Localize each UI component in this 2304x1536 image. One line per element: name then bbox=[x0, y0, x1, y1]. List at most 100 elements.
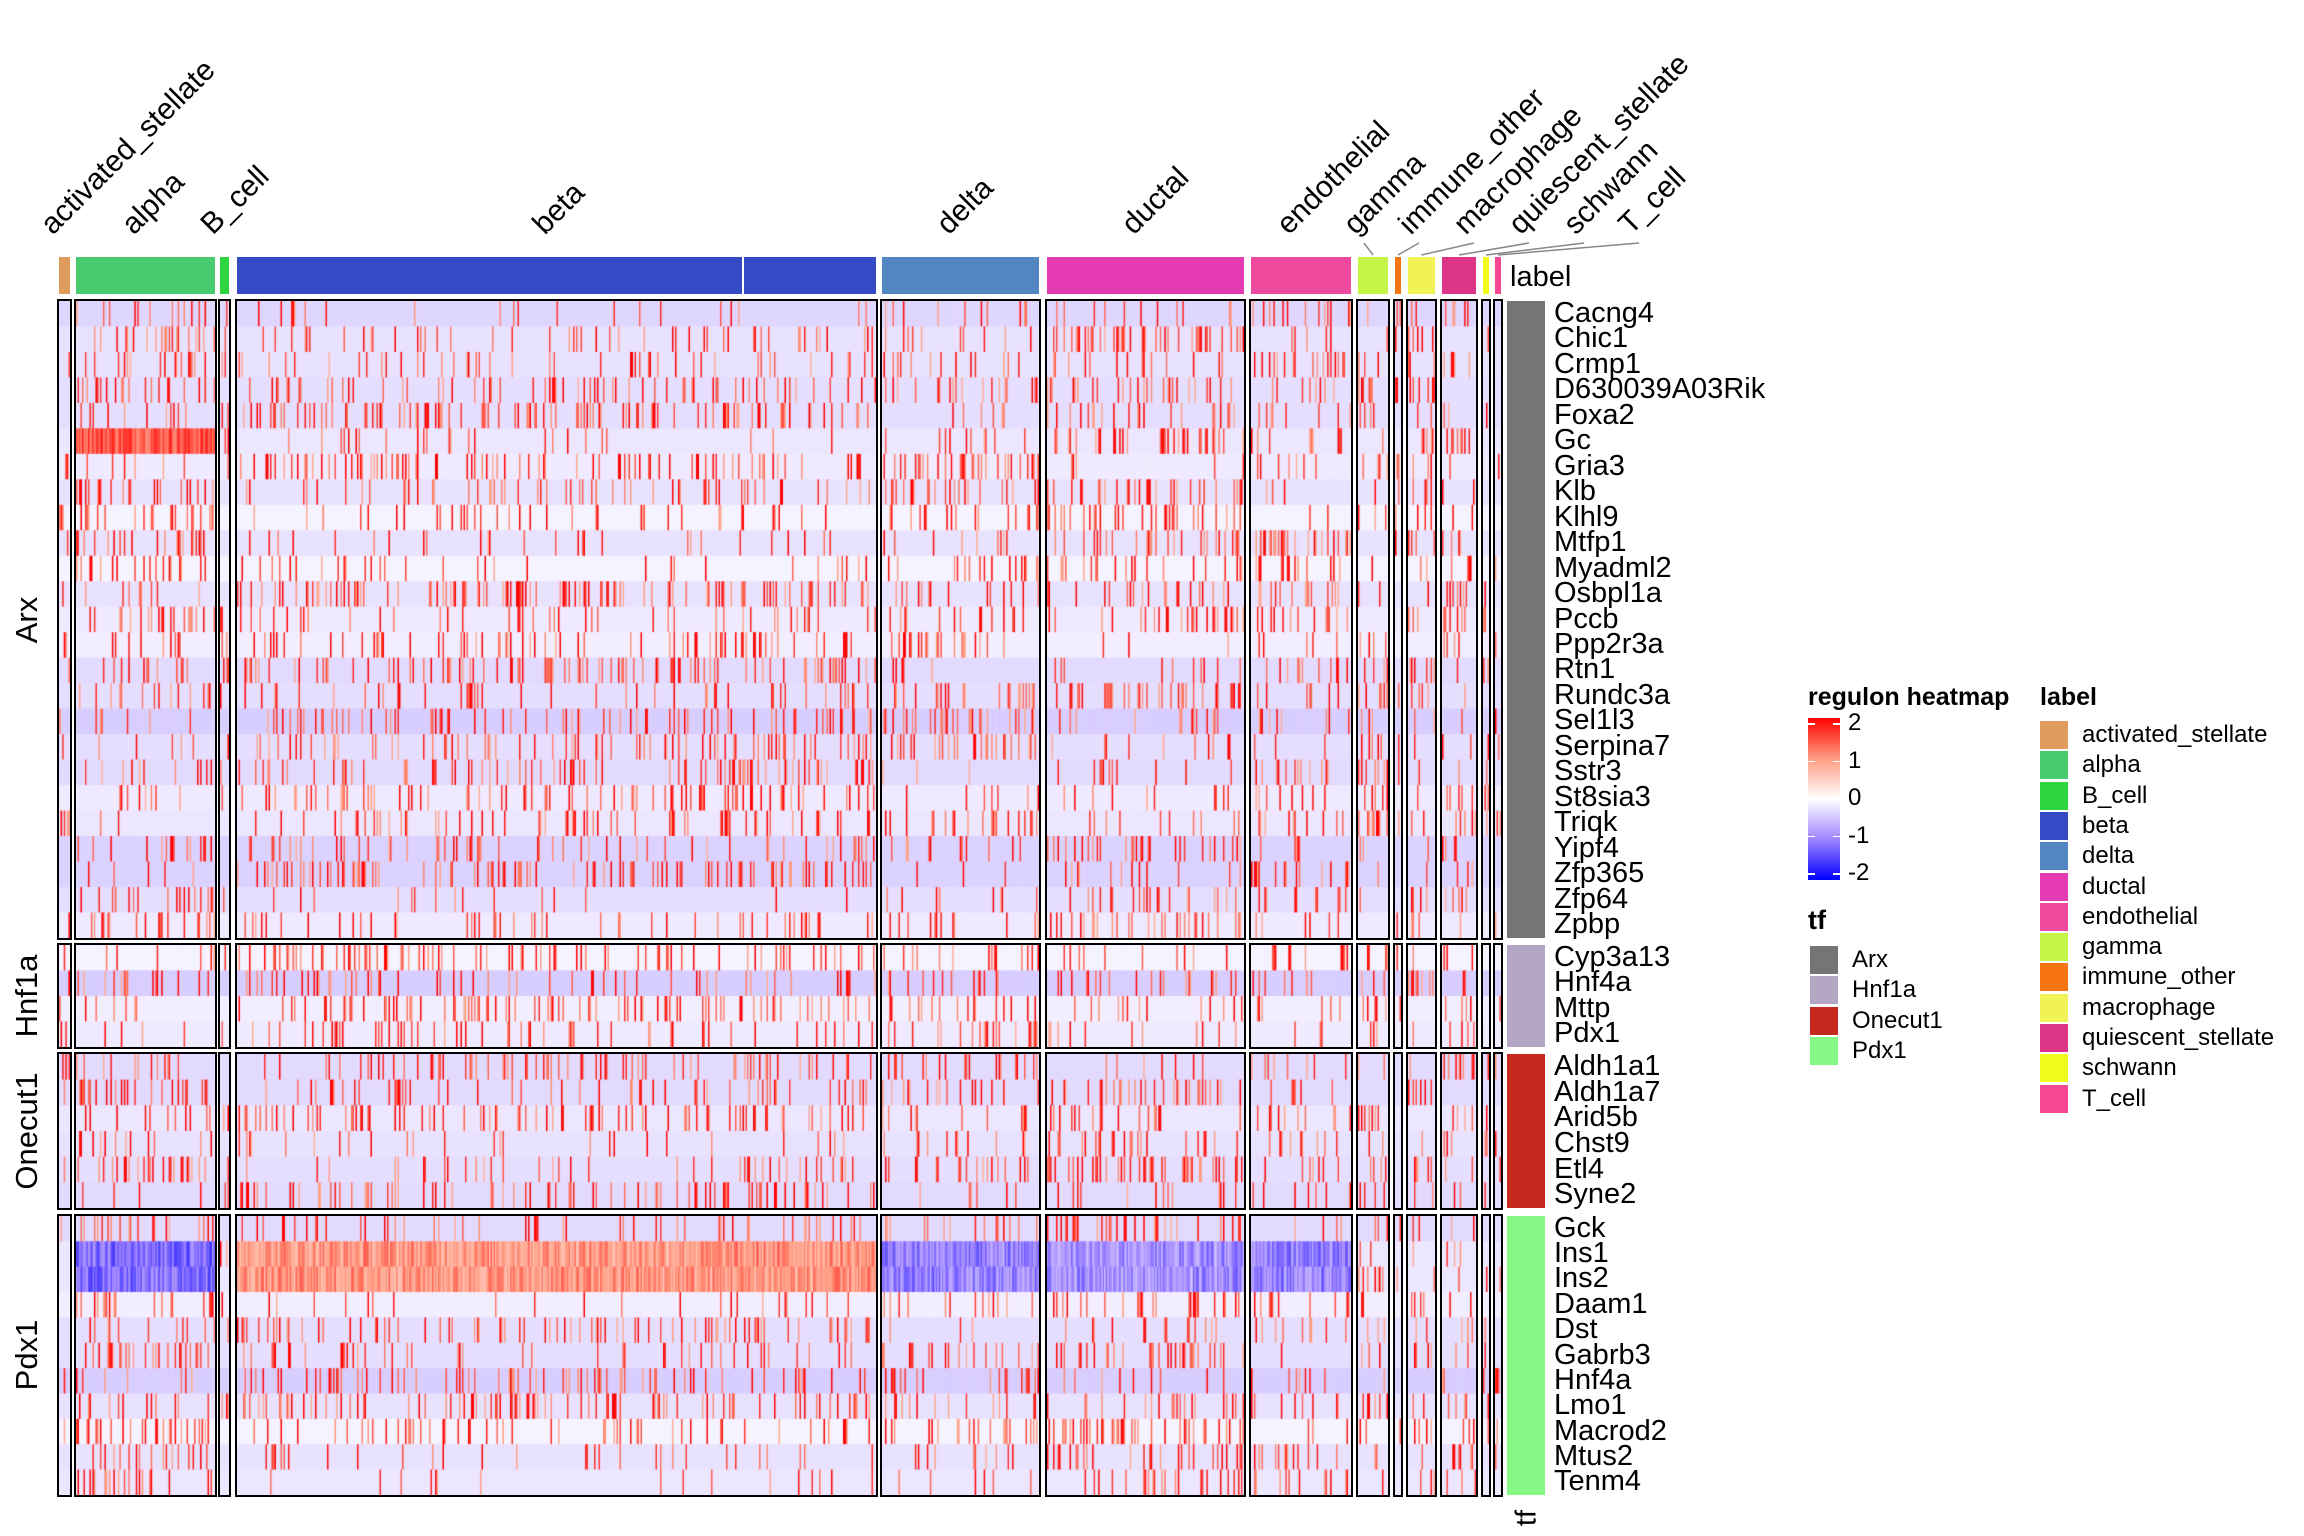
heatmap-block-Pdx1-activated_stellate bbox=[57, 1214, 72, 1497]
legend-swatch bbox=[2040, 993, 2068, 1022]
row-label: Gck bbox=[1554, 1211, 1606, 1244]
label-legend-item: alpha bbox=[2040, 751, 2141, 780]
row-label: Daam1 bbox=[1554, 1287, 1648, 1320]
row-label: Aldh1a1 bbox=[1554, 1049, 1661, 1082]
heatmap-cells bbox=[1408, 1054, 1435, 1208]
heatmap-cells bbox=[76, 1054, 215, 1208]
label-legend-item: activated_stellate bbox=[2040, 721, 2267, 749]
heatmap-cells bbox=[1495, 945, 1501, 1047]
label-legend-item: ductal bbox=[2040, 872, 2147, 901]
color-legend-tick-label: 2 bbox=[1848, 709, 1862, 736]
legend-label: schwann bbox=[2082, 1054, 2177, 1082]
legend-label: ductal bbox=[2082, 872, 2147, 900]
heatmap-cells bbox=[1483, 301, 1489, 938]
row-label: Sstr3 bbox=[1554, 755, 1622, 788]
heatmap-block-Hnf1a-T_cell bbox=[1493, 943, 1503, 1049]
column-annotation-quiescent_stellate bbox=[1442, 257, 1476, 294]
heatmap-block-Hnf1a-B_cell bbox=[218, 943, 231, 1049]
row-label: Crmp1 bbox=[1554, 347, 1642, 380]
color-legend-tick-label: 0 bbox=[1848, 784, 1862, 811]
column-annotation-schwann bbox=[1483, 257, 1489, 294]
column-annotation-macrophage bbox=[1408, 257, 1435, 294]
row-label: Chic1 bbox=[1554, 322, 1629, 355]
heatmap-cells bbox=[882, 1054, 1039, 1208]
heatmap-block-Onecut1-immune_other bbox=[1393, 1052, 1403, 1210]
heatmap-cells bbox=[1483, 1054, 1489, 1208]
row-annotation-title: tf bbox=[1510, 1509, 1543, 1527]
heatmap-cells bbox=[1495, 1216, 1501, 1495]
heatmap-cells bbox=[220, 1054, 229, 1208]
heatmap-block-Hnf1a-ductal bbox=[1045, 943, 1246, 1049]
heatmap-block-Arx-delta bbox=[880, 299, 1041, 940]
tf-legend-title: tf bbox=[1808, 905, 1826, 935]
row-label: Klhl9 bbox=[1554, 500, 1619, 533]
label-legend-item: schwann bbox=[2040, 1054, 2177, 1083]
heatmap-cells bbox=[1047, 301, 1244, 938]
heatmap-block-Onecut1-activated_stellate bbox=[57, 1052, 72, 1210]
heatmap-cells bbox=[1358, 1054, 1388, 1208]
heatmap-block-Hnf1a-schwann bbox=[1481, 943, 1491, 1049]
column-annotation-ductal bbox=[1047, 257, 1244, 294]
row-label: Mtfp1 bbox=[1554, 526, 1627, 559]
leader-line bbox=[1363, 242, 1374, 256]
heatmap-cells bbox=[1358, 301, 1388, 938]
legend-swatch bbox=[1810, 1036, 1838, 1065]
column-group-label: delta bbox=[929, 171, 1000, 241]
tf-legend-item: Hnf1a bbox=[1810, 976, 1916, 1005]
column-annotation-delta bbox=[882, 257, 1039, 294]
heatmap-block-Arx-macrophage bbox=[1406, 299, 1437, 940]
column-annotation-immune_other bbox=[1395, 257, 1401, 294]
heatmap-cells bbox=[76, 1216, 215, 1495]
label-legend-item: endothelial bbox=[2040, 902, 2198, 931]
tf-group-label: Pdx1 bbox=[9, 1319, 44, 1391]
heatmap-block-Arx-B_cell bbox=[218, 299, 231, 940]
heatmap-cells bbox=[1483, 1216, 1489, 1495]
legend-label: delta bbox=[2082, 842, 2135, 870]
column-annotation-B_cell bbox=[220, 257, 229, 294]
tf-group-label: Hnf1a bbox=[9, 954, 44, 1038]
column-group-label: beta bbox=[525, 176, 591, 241]
heatmap-block-Arx-activated_stellate bbox=[57, 299, 72, 940]
heatmap-cells bbox=[1408, 1216, 1435, 1495]
color-legend-title: regulon heatmap bbox=[1808, 683, 2010, 711]
legend-swatch bbox=[2040, 811, 2068, 840]
heatmap-cells bbox=[1442, 945, 1476, 1047]
row-label: Serpina7 bbox=[1554, 729, 1671, 762]
row-label: Arid5b bbox=[1554, 1101, 1638, 1134]
row-label: St8sia3 bbox=[1554, 780, 1651, 813]
label-legend-title: label bbox=[2040, 683, 2097, 711]
label-legend-item: beta bbox=[2040, 811, 2129, 840]
heatmap-block-Pdx1-quiescent_stellate bbox=[1440, 1214, 1478, 1497]
row-label: Cacng4 bbox=[1554, 296, 1654, 329]
row-label: Aldh1a7 bbox=[1554, 1075, 1661, 1108]
heatmap-block-Pdx1-immune_other bbox=[1393, 1214, 1403, 1497]
color-legend-tick-mark bbox=[1808, 873, 1840, 875]
legend-label: T_cell bbox=[2082, 1084, 2147, 1112]
row-label: Rundc3a bbox=[1554, 678, 1671, 711]
heatmap-cells bbox=[1483, 945, 1489, 1047]
legend-swatch bbox=[1810, 946, 1838, 974]
column-annotation-T_cell bbox=[1495, 257, 1501, 294]
label-legend-item: delta bbox=[2040, 842, 2135, 871]
beta-slice-split bbox=[742, 257, 744, 294]
column-annotation-gamma bbox=[1358, 257, 1388, 294]
legend-label: activated_stellate bbox=[2082, 721, 2268, 748]
label-legend-item: immune_other bbox=[2040, 963, 2235, 992]
color-legend-tick-mark bbox=[1808, 835, 1840, 837]
heatmap-cells bbox=[1395, 1054, 1401, 1208]
heatmap-block-Pdx1-schwann bbox=[1481, 1214, 1491, 1497]
heatmap-block-Onecut1-delta bbox=[880, 1052, 1041, 1210]
row-label: Ppp2r3a bbox=[1554, 627, 1664, 660]
label-legend-item: macrophage bbox=[2040, 993, 2215, 1022]
heatmap-block-Onecut1-schwann bbox=[1481, 1052, 1491, 1210]
row-label: Zfp64 bbox=[1554, 882, 1629, 915]
heatmap-cells bbox=[1358, 945, 1388, 1047]
row-label: Macrod2 bbox=[1554, 1414, 1667, 1447]
heatmap-cells bbox=[1251, 945, 1351, 1047]
heatmap-cells bbox=[1251, 301, 1351, 938]
heatmap-block-Arx-gamma bbox=[1356, 299, 1390, 940]
leader-line bbox=[1397, 242, 1420, 256]
heatmap-cells bbox=[76, 301, 215, 938]
tf-annotation-Hnf1a bbox=[1507, 945, 1545, 1047]
heatmap-block-Onecut1-ductal bbox=[1045, 1052, 1246, 1210]
